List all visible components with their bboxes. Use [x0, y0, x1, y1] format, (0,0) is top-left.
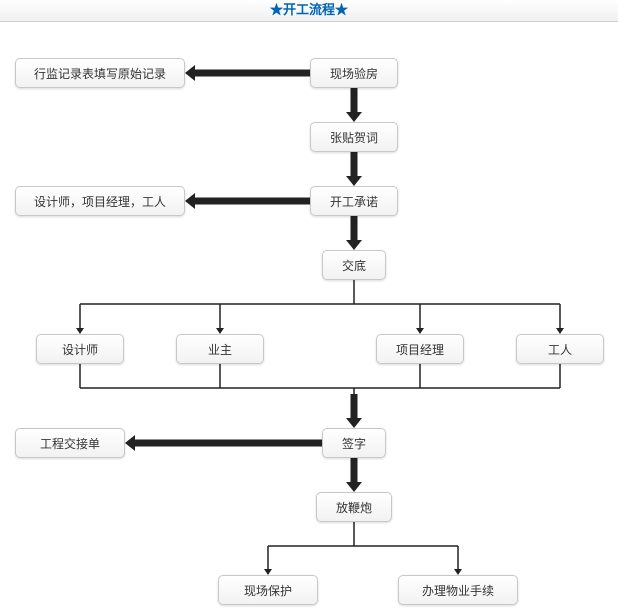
- node-n_dpmw: 设计师，项目经理，工人: [15, 186, 185, 216]
- node-n_property: 办理物业手续: [398, 575, 518, 605]
- node-n_inspect: 现场验房: [310, 58, 398, 88]
- node-n_designer: 设计师: [36, 334, 124, 364]
- node-n_record: 行监记录表填写原始记录: [15, 58, 185, 88]
- node-n_worker: 工人: [516, 334, 604, 364]
- node-n_owner: 业主: [176, 334, 264, 364]
- node-n_congrats: 张贴贺词: [310, 122, 398, 152]
- node-n_sign: 签字: [322, 428, 386, 458]
- node-n_pm: 项目经理: [376, 334, 464, 364]
- node-n_protect: 现场保护: [218, 575, 318, 605]
- page-title: ★开工流程★: [0, 0, 618, 22]
- node-n_briefing: 交底: [322, 250, 386, 280]
- flowchart-canvas: 现场验房 行监记录表填写原始记录张贴贺词开工承诺 设计师，项目经理，工人交底设计师 业…: [0, 22, 618, 608]
- flowchart-arrows: [0, 22, 618, 608]
- node-n_handover: 工程交接单: [15, 428, 125, 458]
- node-n_firecr: 放鞭炮: [316, 492, 392, 522]
- node-n_promise: 开工承诺: [310, 186, 398, 216]
